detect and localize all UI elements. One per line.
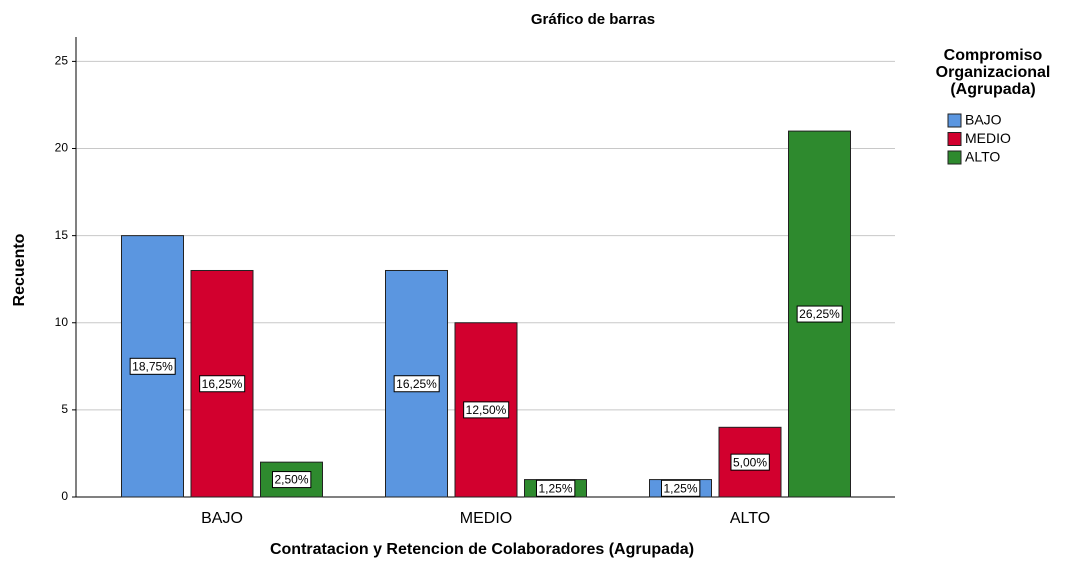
x-axis-label: Contratacion y Retencion de Colaboradore… — [270, 541, 694, 558]
y-tick-label: 5 — [61, 402, 68, 416]
y-tick-label: 10 — [55, 315, 69, 329]
y-tick-label: 25 — [55, 54, 69, 68]
x-tick-label: BAJO — [201, 510, 243, 527]
data-label-box — [463, 401, 510, 419]
data-label: 1,25% — [535, 479, 576, 497]
data-label-box — [796, 305, 843, 323]
x-tick-label: ALTO — [730, 510, 770, 527]
legend-label: ALTO — [965, 149, 1000, 165]
data-label-text: 26,25% — [799, 307, 840, 321]
data-label-box — [535, 479, 576, 497]
y-tick-label: 0 — [61, 489, 68, 503]
data-label-box — [660, 479, 701, 497]
y-axis-label: Recuento — [11, 233, 28, 306]
legend-title: Organizacional — [936, 64, 1051, 81]
data-label-text: 1,25% — [663, 481, 697, 495]
data-label: 5,00% — [730, 453, 770, 471]
data-label: 16,25% — [393, 375, 440, 393]
legend-title: Compromiso — [944, 47, 1043, 64]
data-label-box — [129, 357, 176, 375]
data-label-text: 16,25% — [202, 377, 243, 391]
data-label-text: 1,25% — [538, 481, 572, 495]
data-label-box — [393, 375, 440, 393]
data-label: 12,50% — [463, 401, 510, 419]
data-label-box — [271, 471, 312, 489]
data-label: 26,25% — [796, 305, 843, 323]
data-label: 16,25% — [199, 375, 246, 393]
legend-swatch — [947, 150, 962, 165]
y-tick-label: 15 — [55, 228, 69, 242]
legend-title: (Agrupada) — [950, 81, 1035, 98]
data-label-text: 18,75% — [132, 359, 173, 373]
data-label: 18,75% — [129, 357, 176, 375]
legend-label: MEDIO — [965, 130, 1011, 146]
data-label-text: 16,25% — [396, 377, 437, 391]
data-label-text: 12,50% — [466, 403, 507, 417]
legend-swatch — [947, 132, 962, 146]
x-tick-label: MEDIO — [460, 510, 512, 527]
data-label-box — [199, 375, 246, 393]
y-tick-label: 20 — [55, 141, 69, 155]
legend-swatch — [947, 113, 962, 128]
data-label: 1,25% — [660, 479, 701, 497]
data-label-text: 5,00% — [733, 455, 767, 469]
data-label: 2,50% — [271, 471, 312, 489]
data-label-text: 2,50% — [274, 473, 308, 487]
legend-label: BAJO — [965, 112, 1002, 128]
data-label-box — [730, 453, 770, 471]
chart-title: Gráfico de barras — [531, 11, 655, 28]
